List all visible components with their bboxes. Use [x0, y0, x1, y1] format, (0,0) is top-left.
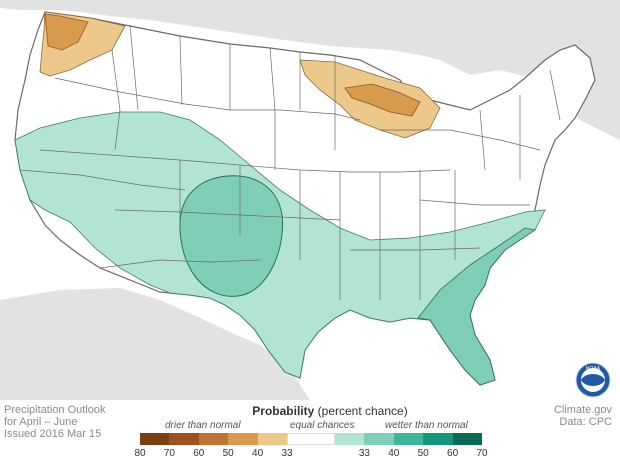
legend-swatch — [364, 433, 394, 445]
canada-land — [0, 0, 620, 140]
legend-tick-label: 33 — [281, 448, 293, 459]
legend-tick-label: 70 — [476, 448, 488, 459]
caption-line-1: Precipitation Outlook — [4, 404, 106, 416]
legend-swatch — [393, 433, 424, 445]
dry-region-medium-great-lakes — [344, 83, 421, 117]
legend-tick-label: 50 — [222, 448, 234, 459]
noaa-logo-text: NOAA — [586, 366, 601, 372]
legend-wetter-label: wetter than normal — [385, 420, 468, 431]
caption-line-2: for April – June — [4, 416, 78, 428]
legend-swatch — [452, 433, 482, 445]
caption-line-3: Issued 2016 Mar 15 — [4, 428, 102, 440]
map-caption: Precipitation Outlook for April – June I… — [4, 404, 106, 440]
legend-swatch — [169, 433, 199, 445]
legend-tick-label: 60 — [193, 448, 205, 459]
legend-drier-label: drier than normal — [165, 420, 241, 431]
legend-swatch — [334, 433, 365, 445]
dry-region-medium-northwest — [44, 13, 89, 51]
wet-region-medium-southeast — [417, 227, 537, 386]
wet-region-medium-west — [179, 175, 284, 297]
legend-equal-label: equal chances — [290, 420, 355, 431]
state-borders — [19, 25, 561, 300]
legend-tick-label: 70 — [163, 448, 175, 459]
legend-swatch — [228, 433, 258, 445]
credit-source: Data: CPC — [559, 416, 612, 428]
legend-swatch — [257, 433, 287, 445]
credit-block: Climate.gov Data: CPC — [554, 404, 612, 428]
legend-color-ramp — [140, 433, 482, 445]
legend-tick-label: 50 — [417, 448, 429, 459]
legend-swatch — [198, 433, 229, 445]
legend-swatch — [423, 433, 453, 445]
precipitation-outlook-map — [0, 0, 620, 400]
legend-tick-label: 60 — [447, 448, 459, 459]
legend-tick-label: 33 — [358, 448, 370, 459]
legend-tick-label: 80 — [134, 448, 146, 459]
mexico-land — [0, 288, 310, 400]
credit-site[interactable]: Climate.gov — [553, 404, 612, 416]
legend-swatch — [140, 433, 170, 445]
noaa-logo-icon: NOAA — [575, 362, 611, 398]
legend-tick-label: 40 — [388, 448, 400, 459]
legend-ticks: 80 70 60 50 40 33 33 40 50 60 70 — [134, 448, 487, 460]
legend-title-bold: Probability — [252, 404, 315, 418]
legend-swatch — [286, 433, 335, 445]
legend-tick-label: 40 — [252, 448, 264, 459]
legend-title-rest: (percent chance) — [317, 404, 408, 418]
legend-title: Probability (percent chance) — [200, 404, 460, 418]
